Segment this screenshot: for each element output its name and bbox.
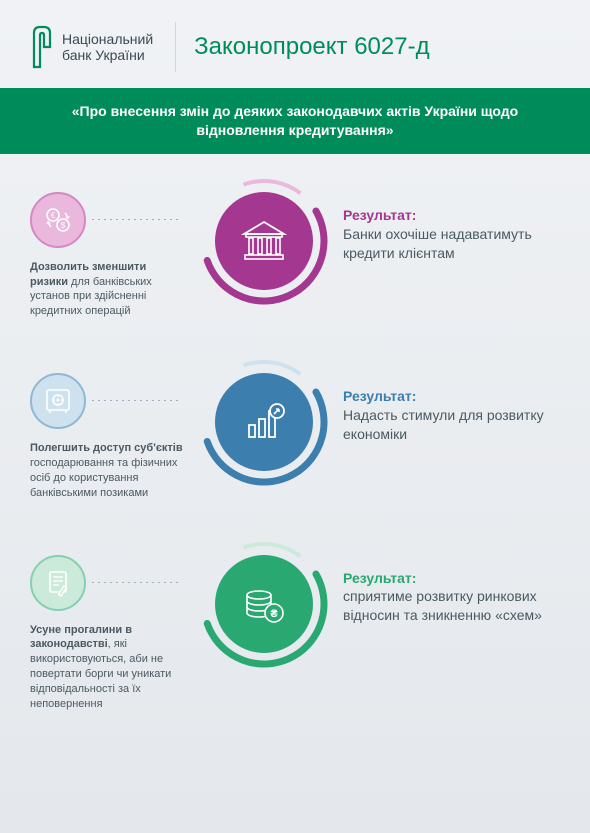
row-1-big — [199, 176, 329, 306]
connector-dots — [92, 399, 182, 401]
exchange-icon: € $ — [30, 192, 86, 248]
svg-text:₴: ₴ — [270, 608, 278, 620]
row-1: € $ Дозволить зменшити ризики для банків… — [30, 192, 560, 319]
row-2-left-bold: Полегшить доступ суб'єктів — [30, 442, 183, 454]
row-1-left: € $ Дозволить зменшити ризики для банків… — [30, 192, 185, 319]
org-line1: Національний — [62, 31, 153, 47]
org-name: Національний банк України — [62, 31, 153, 63]
connector-dots — [92, 581, 182, 583]
row-2-left-text: Полегшить доступ суб'єктів господарюванн… — [30, 441, 185, 500]
divider — [175, 22, 176, 72]
logo-icon — [30, 23, 54, 71]
document-icon — [30, 555, 86, 611]
row-2-left: Полегшить доступ суб'єктів господарюванн… — [30, 373, 185, 500]
row-3-result-label: Результат: — [343, 570, 416, 586]
svg-text:$: $ — [61, 221, 66, 230]
row-1-right: Результат: Банки охочіше надаватимуть кр… — [343, 192, 560, 263]
row-1-result-label: Результат: — [343, 207, 416, 223]
row-2-result-text: Надасть стимули для розвитку економіки — [343, 407, 544, 442]
row-3-left: Усуне прогалини в законодавстві, які вик… — [30, 555, 185, 712]
connector-dots — [92, 218, 182, 220]
safe-icon — [30, 373, 86, 429]
subtitle-band: «Про внесення змін до деяких законодавчи… — [0, 88, 590, 154]
row-3-right: Результат: сприятиме розвитку ринкових в… — [343, 555, 560, 626]
rows-container: € $ Дозволить зменшити ризики для банків… — [0, 154, 590, 732]
row-2-result-label: Результат: — [343, 388, 416, 404]
row-2-left-rest: господарювання та фізичних осіб до корис… — [30, 457, 177, 499]
row-2-right: Результат: Надасть стимули для розвитку … — [343, 373, 560, 444]
row-3: Усуне прогалини в законодавстві, які вик… — [30, 555, 560, 712]
header: Національний банк України Законопроект 6… — [0, 0, 590, 88]
svg-text:€: € — [51, 211, 56, 220]
row-1-left-text: Дозволить зменшити ризики для банківськи… — [30, 260, 185, 319]
row-1-result-text: Банки охочіше надаватимуть кредити клієн… — [343, 226, 532, 261]
row-3-result-text: сприятиме розвитку ринкових відносин та … — [343, 588, 542, 623]
growth-icon — [215, 373, 313, 471]
coins-icon: ₴ — [215, 555, 313, 653]
row-3-big: ₴ — [199, 539, 329, 669]
logo-block: Національний банк України — [30, 23, 153, 71]
page-title: Законопроект 6027-д — [194, 33, 429, 61]
row-3-left-text: Усуне прогалини в законодавстві, які вик… — [30, 623, 185, 712]
row-2-big — [199, 357, 329, 487]
bank-icon — [215, 192, 313, 290]
org-line2: банк України — [62, 47, 153, 63]
row-2: Полегшить доступ суб'єктів господарюванн… — [30, 373, 560, 500]
